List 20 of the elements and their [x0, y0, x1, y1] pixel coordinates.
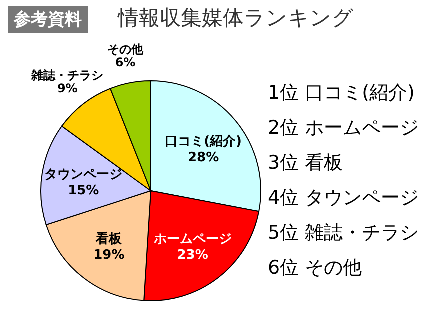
data-label: 6%	[115, 55, 136, 70]
data-label: 9%	[57, 82, 78, 96]
data-label: 23%	[177, 248, 208, 263]
text: 2位 ホームページ	[268, 116, 420, 141]
text: 6位 その他	[268, 256, 364, 281]
text: 参考資料	[8, 6, 88, 33]
data-label: 28%	[188, 150, 220, 166]
text: 3位 看板	[268, 151, 344, 176]
slice-label: 看板	[95, 230, 124, 247]
text: 5位 雑誌・チラシ	[268, 221, 420, 246]
text: 4位 タウンページ	[268, 186, 420, 211]
data-label: 15%	[68, 183, 100, 198]
slice-label: 雑誌・チラシ	[30, 68, 104, 83]
slice-label: その他	[108, 42, 145, 56]
slice-label: ホームページ	[152, 232, 232, 247]
slice-label: タウンページ	[44, 167, 123, 182]
data-label: 19%	[94, 248, 125, 263]
text: 1位 口コミ(紹介)	[268, 81, 416, 106]
slice-label: 口コミ(紹介)	[165, 134, 242, 150]
chart-title: 情報収集媒体ランキング	[118, 5, 354, 32]
